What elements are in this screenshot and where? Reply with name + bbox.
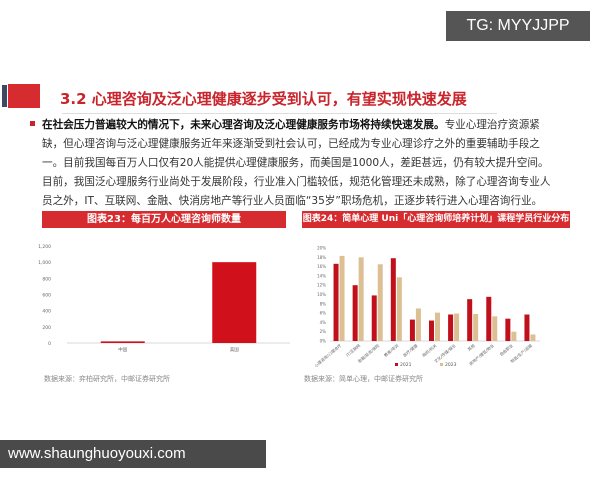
y-tick-label: 1,000 bbox=[38, 260, 51, 266]
x-tick-label: 其他 bbox=[466, 342, 476, 352]
bar-2021 bbox=[409, 319, 415, 341]
chart24-title: 图表24：简单心理 Uni「心理咨询师培养计划」课程学员行业分布 bbox=[302, 211, 570, 228]
y-tick-label: 0 bbox=[48, 341, 51, 347]
bar-2023 bbox=[492, 316, 498, 341]
bar-2023 bbox=[454, 313, 460, 341]
y-tick-label: 200 bbox=[42, 325, 51, 331]
legend-swatch bbox=[395, 363, 398, 366]
chart24: 0% 2% 4% 6% 8% 10% 12% 14% 16% 18% 20% 心理咨询/心理治疗 IT/… bbox=[313, 246, 540, 368]
x-tick-label: 中国 bbox=[118, 346, 127, 353]
y-tick-label: 400 bbox=[42, 309, 51, 315]
y-tick-label: 16% bbox=[317, 264, 326, 269]
x-tick-label: 美国 bbox=[230, 346, 239, 353]
legend-label: 2023 bbox=[445, 362, 457, 368]
bar-2023 bbox=[358, 257, 364, 341]
chart23-title: 图表23：每百万人心理咨询师数量 bbox=[42, 211, 286, 228]
bar-2021 bbox=[524, 314, 530, 341]
section-title: 3.2 心理咨询及泛心理健康逐步受到认可，有望实现快速发展 bbox=[60, 90, 467, 108]
x-tick-label: IT/互联网 bbox=[344, 342, 361, 358]
y-tick-label: 2% bbox=[320, 329, 327, 334]
y-tick-label: 12% bbox=[317, 283, 326, 288]
chart23-source: 数据来源：弈柏研究所，中邮证券研究所 bbox=[44, 375, 170, 383]
y-tick-label: 14% bbox=[317, 273, 326, 278]
bar-2021 bbox=[390, 258, 396, 341]
bar-2021 bbox=[486, 296, 492, 341]
paragraph-lead: 在社会压力普遍较大的情况下，未来心理咨询及泛心理健康服务市场将持续快速发展。 bbox=[42, 119, 445, 131]
y-tick-label: 800 bbox=[42, 276, 51, 282]
bar-2023 bbox=[339, 255, 345, 341]
x-tick-label: 医疗/健康 bbox=[401, 342, 418, 358]
bar bbox=[100, 341, 145, 343]
bar-2021 bbox=[429, 320, 434, 341]
bullet-icon bbox=[30, 121, 35, 126]
section-marker-block bbox=[8, 84, 40, 108]
bar-2021 bbox=[333, 263, 339, 341]
bar-2021 bbox=[467, 299, 473, 341]
watermark: TG: MYYJJPP bbox=[446, 11, 590, 41]
bar-2023 bbox=[396, 277, 402, 341]
y-tick-label: 0% bbox=[320, 339, 327, 344]
y-tick-label: 600 bbox=[42, 293, 51, 299]
x-tick-label: 政府/机关 bbox=[420, 342, 437, 358]
x-tick-label: 自由职业 bbox=[498, 342, 514, 357]
x-tick-label: 心理咨询/心理治疗 bbox=[313, 342, 342, 368]
title-divider bbox=[62, 113, 497, 114]
bar-2023 bbox=[377, 264, 383, 341]
chart24-source: 数据来源：简单心理，中邮证券研究所 bbox=[304, 375, 423, 383]
legend-label: 2021 bbox=[400, 362, 412, 368]
y-tick-label: 4% bbox=[320, 320, 327, 325]
bar-2023 bbox=[473, 314, 479, 341]
bar-2023 bbox=[415, 308, 421, 341]
y-tick-label: 8% bbox=[320, 301, 327, 306]
y-tick-label: 18% bbox=[317, 255, 326, 260]
bar-2021 bbox=[371, 295, 377, 341]
paragraph-text: 专业心理治疗资源紧缺，但心理咨询与泛心理健康服务近年来逐渐受到社会认可，已经成为… bbox=[42, 119, 551, 207]
y-tick-label: 6% bbox=[320, 311, 327, 316]
bar bbox=[212, 262, 257, 343]
bar-2021 bbox=[505, 318, 511, 341]
body-paragraph: 在社会压力普遍较大的情况下，未来心理咨询及泛心理健康服务市场将持续快速发展。专业… bbox=[42, 116, 557, 211]
section-marker-strip bbox=[2, 85, 7, 107]
bar-2023 bbox=[435, 312, 440, 341]
chart23: 0 200 400 600 800 1,000 1,200 中国 美国 bbox=[38, 244, 290, 353]
bar-2021 bbox=[448, 314, 454, 341]
bar-2021 bbox=[352, 285, 358, 341]
bar-2023 bbox=[511, 331, 517, 341]
y-tick-label: 1,200 bbox=[38, 244, 51, 250]
y-tick-label: 10% bbox=[317, 292, 326, 297]
x-tick-label: 教育/培训 bbox=[382, 342, 399, 358]
footer-watermark: www.shaunghuoyouxi.com bbox=[0, 440, 266, 468]
legend-swatch bbox=[440, 363, 443, 366]
y-tick-label: 20% bbox=[317, 246, 326, 251]
bar-2023 bbox=[530, 334, 536, 341]
